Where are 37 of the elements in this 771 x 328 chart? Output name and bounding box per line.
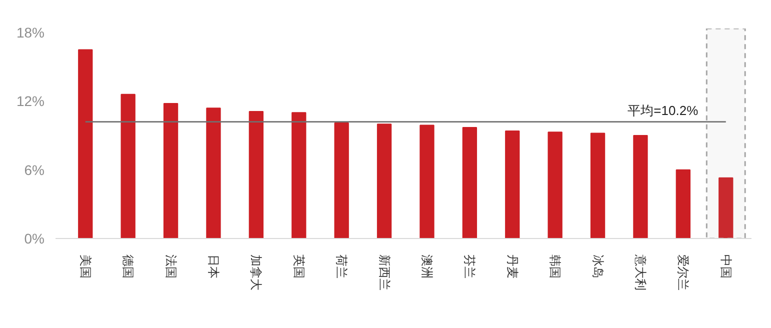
x-tick-label: 芬兰 <box>462 254 477 278</box>
y-tick-label: 18% <box>16 24 45 41</box>
bar <box>120 94 136 238</box>
bar <box>248 111 264 238</box>
x-tick-label: 荷兰 <box>334 254 349 278</box>
x-tick-label: 澳洲 <box>420 254 434 278</box>
bar <box>292 112 306 238</box>
bar <box>590 132 606 238</box>
x-tick-label: 中国 <box>718 254 733 278</box>
y-tick-label: 0% <box>24 230 44 246</box>
x-tick-label: 爱尔兰 <box>676 254 690 290</box>
bar <box>78 49 93 238</box>
bar <box>206 108 221 238</box>
x-tick-label: 丹麦 <box>505 254 520 278</box>
x-tick-label: 日本 <box>206 254 220 278</box>
bar <box>163 103 178 238</box>
x-tick-label: 法国 <box>164 254 178 278</box>
ref-line-label: 平均=10.2% <box>628 102 699 118</box>
y-tick-label: 12% <box>16 93 45 110</box>
x-tick-label: 美国 <box>78 254 92 278</box>
y-tick-label: 6% <box>24 162 44 178</box>
bar <box>334 122 349 238</box>
x-tick-label: 韩国 <box>548 254 562 278</box>
bar <box>376 124 392 238</box>
bar <box>462 127 478 238</box>
bar <box>548 132 562 238</box>
bar <box>633 135 648 238</box>
bar <box>505 130 520 238</box>
x-tick-label: 英国 <box>292 254 306 278</box>
bar <box>420 124 434 238</box>
bar <box>718 177 734 238</box>
x-tick-label: 冰岛 <box>590 254 605 278</box>
x-tick-label: 德国 <box>121 254 136 278</box>
bar <box>676 169 691 238</box>
x-tick-label: 加拿大 <box>249 254 264 290</box>
x-tick-label: 新西兰 <box>377 254 392 290</box>
x-tick-label: 意大利 <box>633 254 648 290</box>
